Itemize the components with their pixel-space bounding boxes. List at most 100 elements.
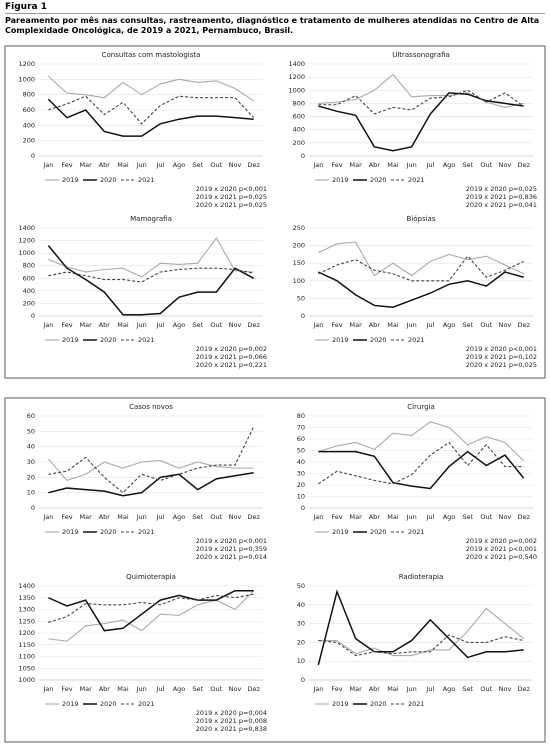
annotation: 2019 x 2020 p=0,025 [466,185,537,193]
x-tick-label: Nov [499,321,512,329]
legend-label: 2021 [408,336,425,344]
x-tick-label: Fev [331,685,342,693]
x-tick-label: Out [210,513,222,521]
legend-label: 2019 [332,528,349,536]
annotation: 2019 x 2021 p=0,008 [196,717,267,725]
y-tick-label: 0 [301,676,305,684]
y-tick-label: 400 [23,287,35,295]
x-tick-label: Jun [136,161,147,169]
y-tick-label: 1000 [18,676,35,684]
series-line [47,98,254,137]
y-tick-label: 60 [27,412,35,420]
x-tick-label: Jun [136,513,147,521]
x-tick-label: Ago [173,161,186,169]
chart-title: Casos novos [129,403,173,411]
y-tick-label: 1200 [288,73,305,81]
x-tick-label: Nov [499,161,512,169]
annotation: 2019 x 2021 p=0,025 [196,193,267,201]
x-tick-label: Nov [229,513,242,521]
y-tick-label: 1350 [18,594,35,602]
series-line [48,590,255,642]
x-tick-label: Ago [443,513,456,521]
x-tick-label: Jan [42,685,53,693]
x-tick-label: Jul [425,513,434,521]
x-tick-label: Mar [80,161,93,169]
y-tick-label: 50 [297,447,305,455]
y-tick-label: 100 [293,277,305,285]
y-tick-label: 200 [293,139,305,147]
annotation: 2020 x 2021 p=0,025 [466,361,537,369]
y-tick-label: 30 [297,470,305,478]
x-tick-label: Out [480,513,492,521]
series-line [48,95,255,125]
x-tick-label: Jan [312,161,323,169]
x-tick-label: Dez [247,513,260,521]
series-line [48,426,255,494]
x-tick-label: Jul [425,321,434,329]
x-tick-label: Abr [369,161,381,169]
x-tick-label: Jul [425,685,434,693]
y-tick-label: 400 [293,126,305,134]
y-tick-label: 40 [27,443,35,451]
legend-label: 2021 [408,176,425,184]
x-tick-label: Jan [42,321,53,329]
annotation: 2020 x 2021 p=0,838 [196,725,267,733]
y-tick-label: 1050 [18,664,35,672]
y-tick-label: 20 [297,481,305,489]
legend-label: 2019 [332,700,349,708]
figure-label: Figura 1 [5,2,545,14]
legend-label: 2019 [62,176,79,184]
y-tick-label: 50 [297,294,305,302]
annotation: 2019 x 2021 p=0,102 [466,353,537,361]
y-tick-label: 80 [297,412,305,420]
y-tick-label: 30 [297,620,305,628]
y-tick-label: 600 [293,113,305,121]
x-tick-label: Jul [155,161,164,169]
annotation: 2020 x 2021 p=0,014 [196,553,267,561]
x-tick-label: Nov [229,685,242,693]
series-line [47,245,255,316]
x-tick-label: Fev [331,513,342,521]
y-tick-label: 250 [293,224,305,232]
x-tick-label: Abr [369,513,381,521]
legend-label: 2021 [138,176,155,184]
y-tick-label: 1400 [288,60,305,68]
series-line [318,255,524,282]
x-tick-label: Jan [312,513,323,521]
x-tick-label: Out [210,321,222,329]
y-tick-label: 1400 [18,224,35,232]
y-tick-label: 150 [293,259,305,267]
x-tick-label: Nov [499,685,512,693]
y-tick-label: 20 [27,473,35,481]
y-tick-label: 10 [297,657,305,665]
annotation: 2019 x 2021 p=0,836 [466,193,537,201]
series-line [318,421,525,462]
x-tick-label: Jun [406,685,417,693]
legend-label: 2019 [62,528,79,536]
series-line [48,237,254,278]
series-line [48,593,254,623]
y-tick-label: 0 [31,504,35,512]
chart-title: Cirurgia [407,403,435,411]
legend-label: 2021 [138,528,155,536]
x-tick-label: Dez [247,321,260,329]
x-tick-label: Dez [517,161,530,169]
x-tick-label: Mar [80,321,93,329]
chart-title: Consultas com mastologista [102,51,201,59]
x-tick-label: Set [462,161,473,169]
legend-label: 2020 [100,700,117,708]
legend-label: 2020 [370,336,387,344]
x-tick-label: Ago [173,321,186,329]
y-tick-label: 800 [23,91,35,99]
annotation: 2019 x 2020 p=0,002 [466,537,537,545]
annotation: 2019 x 2020 p<0,001 [196,185,267,193]
x-tick-label: Mai [117,161,129,169]
y-tick-label: 800 [23,262,35,270]
y-tick-label: 200 [23,137,35,145]
series-line [48,589,254,632]
annotation: 2019 x 2020 p<0,001 [466,345,537,353]
x-tick-label: Dez [517,685,530,693]
y-tick-label: 40 [297,458,305,466]
x-tick-label: Mai [117,321,129,329]
